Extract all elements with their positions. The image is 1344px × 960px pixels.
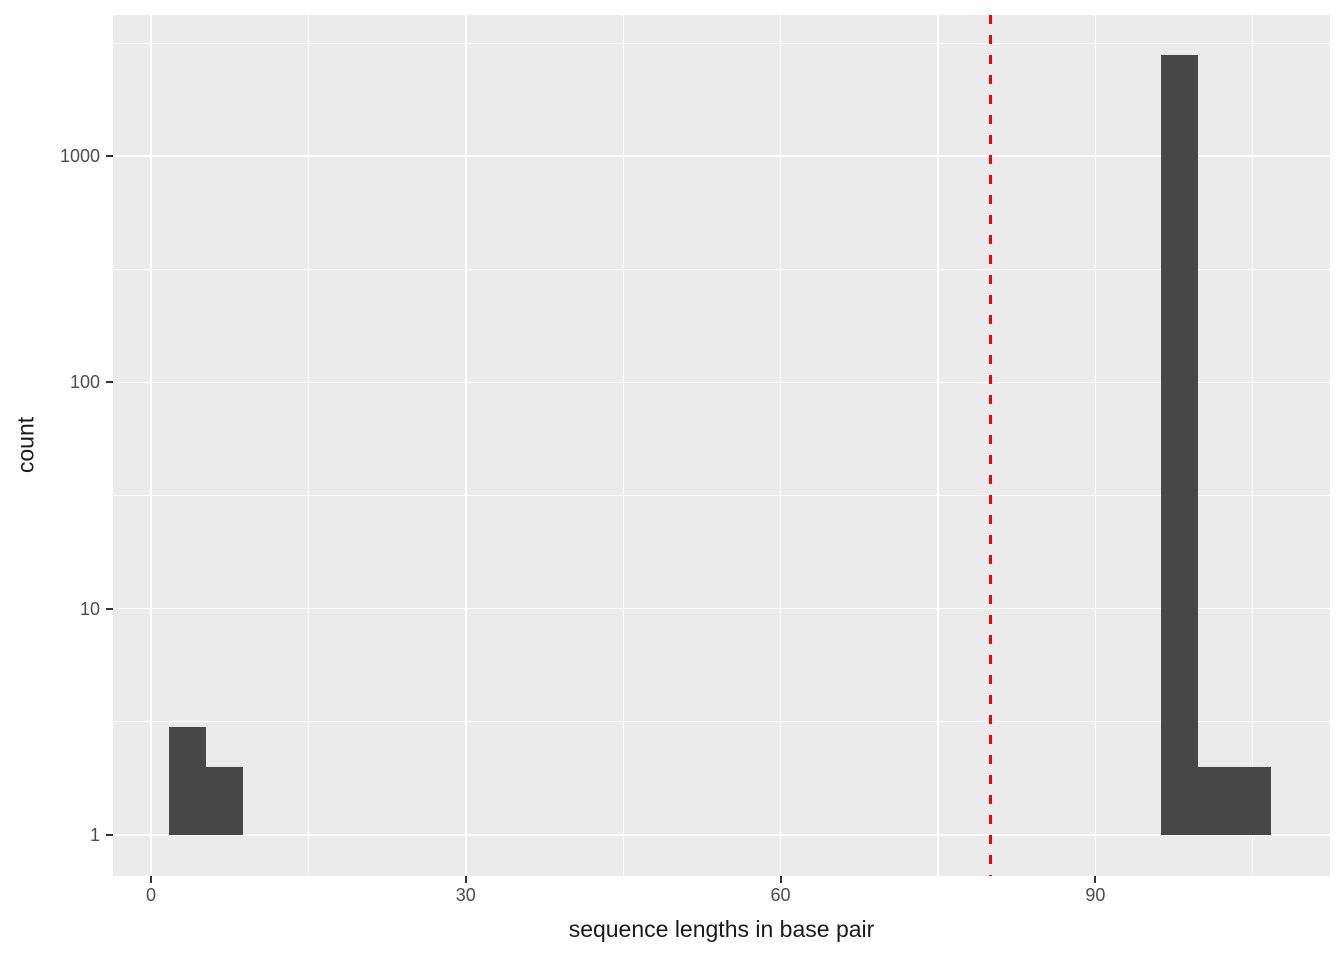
histogram-bar [1234,766,1272,835]
y-minor-gridline [113,42,1330,44]
y-tick-mark [106,381,113,384]
plot-panel [113,15,1330,876]
x-tick-label: 60 [770,885,791,905]
x-tick-label: 30 [455,885,476,905]
histogram-bar [169,726,207,835]
x-axis-title: sequence lengths in base pair [568,916,875,942]
y-tick-mark [106,607,113,610]
y-major-gridline [113,607,1330,610]
x-tick-mark [1094,876,1097,883]
y-axis-title-text: count [12,416,39,474]
x-minor-gridline [937,15,939,876]
x-tick-label: 90 [1085,885,1106,905]
y-major-gridline [113,833,1330,836]
x-minor-gridline [307,15,309,876]
x-tick-mark [779,876,782,883]
x-tick-label: 0 [145,885,156,905]
y-tick-label: 10 [79,598,100,619]
x-major-gridline [150,15,152,876]
y-minor-gridline [113,494,1330,497]
x-minor-gridline [622,15,624,876]
x-major-gridline [1094,15,1097,876]
y-tick-label: 1 [89,824,100,845]
x-minor-gridline [1252,15,1254,876]
y-minor-gridline [113,268,1330,270]
x-tick-mark [464,876,467,883]
y-major-gridline [113,155,1330,157]
x-major-gridline [464,15,467,876]
x-tick-mark [149,876,152,883]
histogram-bar [1160,55,1198,835]
histogram-bar [1197,766,1235,835]
threshold-vline [988,15,992,876]
y-minor-gridline [113,721,1330,723]
y-tick-label: 1000 [59,146,100,167]
histogram-bar [206,766,243,835]
y-major-gridline [113,381,1330,384]
y-tick-mark [106,833,113,836]
y-tick-label: 100 [69,372,100,393]
y-tick-mark [106,155,113,158]
x-major-gridline [779,15,782,876]
